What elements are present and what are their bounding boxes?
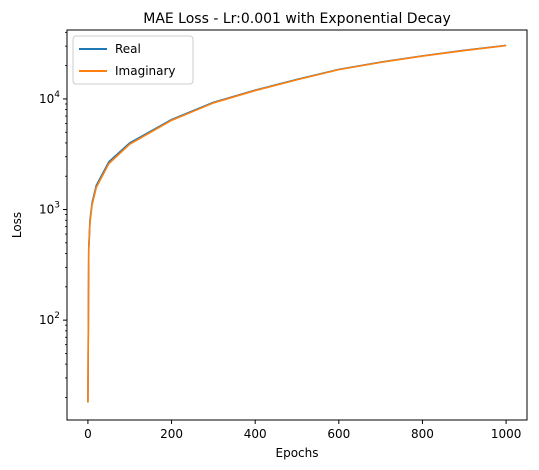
y-tick-label: 104 (39, 90, 60, 106)
x-tick-label: 1000 (491, 427, 522, 441)
x-tick-label: 0 (84, 427, 92, 441)
y-axis: 102 103 104 (39, 31, 67, 398)
x-tick-label: 400 (244, 427, 267, 441)
y-tick-label: 102 (39, 311, 60, 327)
legend-label-imaginary: Imaginary (115, 64, 176, 78)
x-axis: 0 200 400 600 800 1000 (84, 420, 521, 441)
chart-title: MAE Loss - Lr:0.001 with Exponential Dec… (143, 11, 451, 27)
legend-label-real: Real (115, 42, 141, 56)
series-line-imaginary (87, 44, 507, 403)
x-axis-label: Epochs (276, 446, 319, 460)
x-tick-label: 800 (411, 427, 434, 441)
plot-layer (87, 44, 507, 403)
x-tick-label: 200 (160, 427, 183, 441)
series-line-real (87, 44, 507, 403)
legend: Real Imaginary (72, 35, 194, 85)
y-tick-label: 103 (39, 201, 60, 217)
y-axis-label: Loss (10, 212, 24, 238)
plot-frame (66, 29, 528, 421)
x-tick-label: 600 (327, 427, 350, 441)
